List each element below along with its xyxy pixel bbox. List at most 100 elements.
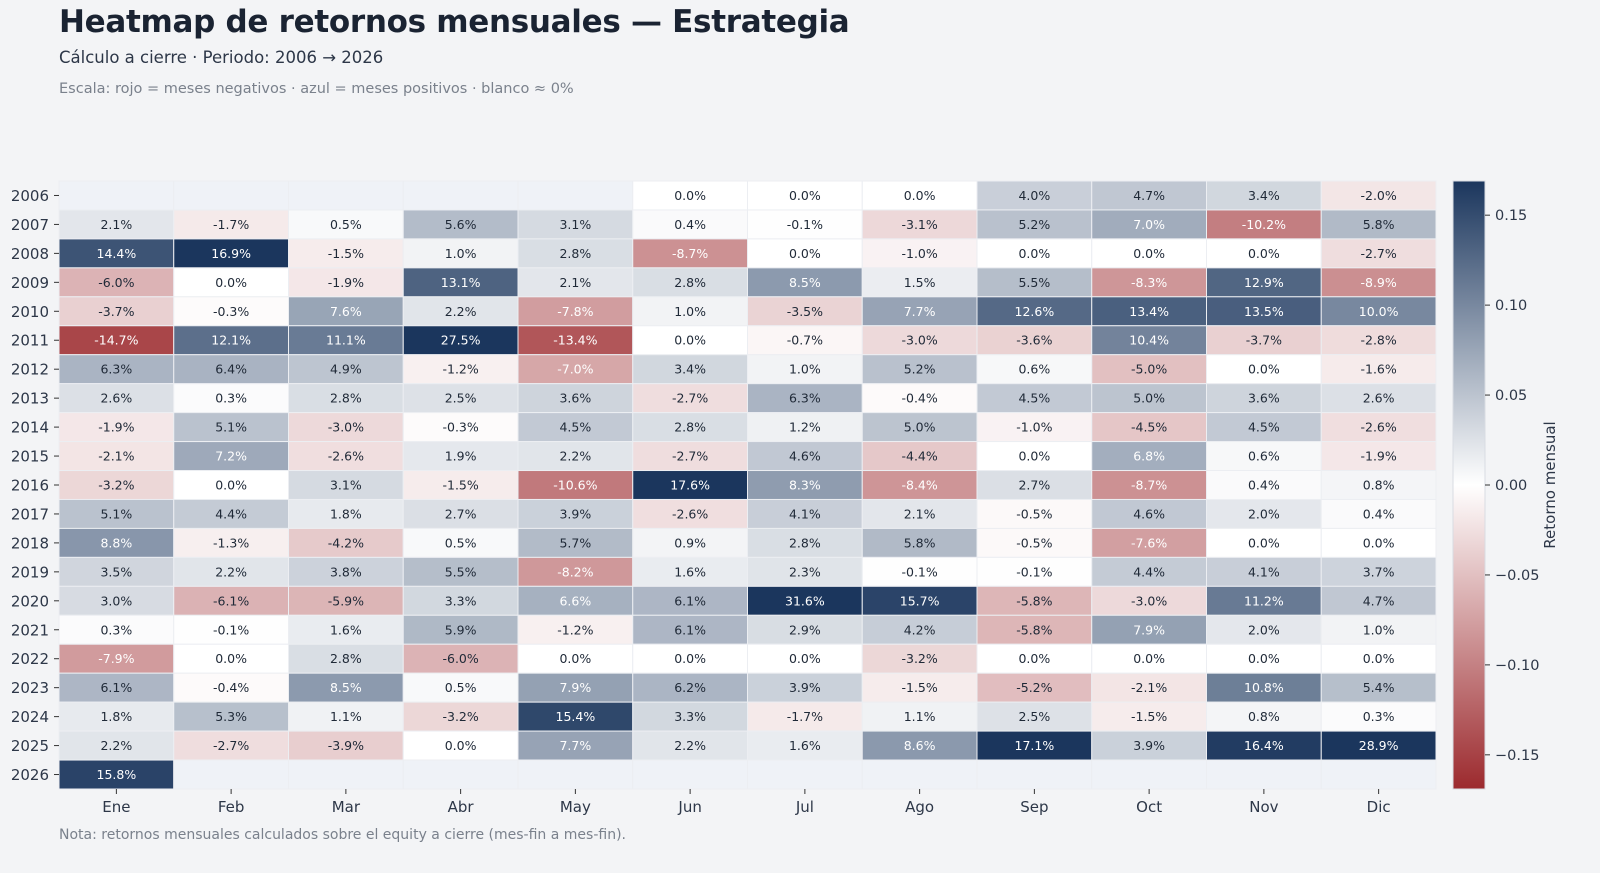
cell-label: 16.9%: [211, 246, 251, 261]
cell-label: 7.2%: [215, 449, 247, 464]
cell-label: 2.5%: [1018, 709, 1050, 724]
cell-label: 6.4%: [215, 362, 247, 377]
heatmap-cell: [747, 209, 863, 240]
heatmap-cell: [747, 730, 863, 761]
x-tick-label: Ene: [102, 798, 130, 816]
heatmap-cell: [402, 180, 519, 211]
cell-label: -8.7%: [1131, 478, 1167, 493]
cell-label: 1.0%: [1363, 622, 1395, 637]
cell-label: -7.8%: [557, 304, 593, 319]
cell-label: -2.7%: [213, 738, 249, 753]
heatmap-cell: [976, 412, 1093, 443]
cell-label: 3.7%: [1363, 564, 1395, 579]
heatmap-cell: [861, 325, 978, 356]
heatmap-cell: [976, 296, 1093, 327]
heatmap-cell: [632, 470, 748, 500]
cell-label: 13.1%: [441, 275, 481, 290]
cell-label: 2.0%: [1248, 622, 1280, 637]
y-tick-label: 2014: [11, 419, 49, 437]
cell-label: 2.3%: [789, 564, 821, 579]
cell-label: -1.7%: [213, 217, 249, 232]
heatmap-cell: [1091, 296, 1207, 327]
cell-label: 5.2%: [904, 362, 936, 377]
cell-label: 0.0%: [1248, 651, 1280, 666]
cell-label: -1.9%: [98, 420, 134, 435]
cell-label: 1.6%: [674, 564, 706, 579]
cell-label: -3.7%: [1246, 333, 1282, 348]
cell-label: 2.2%: [559, 449, 591, 464]
cell-label: 4.1%: [789, 506, 821, 521]
cell-label: -4.2%: [328, 535, 364, 550]
cell-label: -0.1%: [901, 564, 937, 579]
cell-label: 0.0%: [1133, 651, 1165, 666]
cell-label: 8.5%: [789, 275, 821, 290]
y-tick-label: 2026: [11, 766, 49, 784]
heatmap-cell: [1320, 209, 1437, 240]
heatmap-cell: [402, 238, 519, 269]
cell-label: 5.6%: [445, 217, 477, 232]
cell-label: 5.8%: [904, 535, 936, 550]
cell-label: -2.1%: [98, 449, 134, 464]
y-tick-label: 2012: [11, 361, 49, 379]
heatmap-cell: [1320, 614, 1437, 645]
heatmap-cell: [861, 470, 978, 500]
subtitle: Cálculo a cierre · Periodo: 2006 → 2026: [59, 48, 384, 67]
cell-label: 5.5%: [445, 564, 477, 579]
page-title: Heatmap de retornos mensuales — Estrateg…: [59, 4, 850, 40]
heatmap-cell: [1320, 354, 1437, 385]
cell-label: 2.2%: [215, 564, 247, 579]
cell-label: -5.2%: [1016, 680, 1052, 695]
x-tick-label: May: [560, 798, 591, 816]
y-tick-label: 2017: [11, 505, 49, 523]
cell-label: -1.5%: [1131, 709, 1167, 724]
heatmap-cell: [517, 498, 634, 529]
heatmap-cell: [288, 325, 404, 356]
cell-label: 1.9%: [445, 449, 477, 464]
heatmap-cell: [1320, 701, 1437, 732]
cell-label: -8.2%: [557, 564, 593, 579]
heatmap-cell: [632, 412, 748, 443]
cell-label: 31.6%: [785, 593, 825, 608]
heatmap-cell: [747, 180, 863, 211]
cell-label: -6.1%: [213, 593, 249, 608]
cell-label: 28.9%: [1359, 738, 1399, 753]
cell-label: 0.0%: [1133, 246, 1165, 261]
cell-label: 0.0%: [215, 651, 247, 666]
cell-label: 15.8%: [97, 767, 137, 782]
heatmap-cell: [173, 238, 289, 269]
cell-label: 7.7%: [904, 304, 936, 319]
heatmap-cell: [861, 209, 978, 240]
cell-label: 5.4%: [1363, 680, 1395, 695]
heatmap-cell: [632, 238, 748, 269]
cell-label: 2.1%: [904, 506, 936, 521]
heatmap-cell: [173, 614, 289, 645]
heatmap-cell: [288, 759, 404, 790]
heatmap-cell: [747, 614, 863, 645]
cell-label: 4.1%: [1248, 564, 1280, 579]
cell-label: -7.6%: [1131, 535, 1167, 550]
cell-label: 3.0%: [100, 593, 132, 608]
cell-label: -0.3%: [213, 304, 249, 319]
x-axis: Ene Feb Mar Abr May Jun Jul Ago Sep Oct Nov Dic: [102, 789, 1391, 816]
cell-label: 1.2%: [789, 420, 821, 435]
heatmap-cell: [976, 441, 1093, 472]
colorbar-tick-label: −0.10: [1495, 658, 1539, 674]
heatmap-cell: [632, 556, 748, 587]
heatmap-cell: [747, 759, 863, 790]
cell-label: 3.6%: [1248, 391, 1280, 406]
heatmap-cell: [1206, 383, 1322, 414]
heatmap-cell: [1320, 325, 1437, 356]
heatmap-cell: [517, 701, 634, 732]
heatmap-cell: [861, 498, 978, 529]
cell-label: 13.5%: [1244, 304, 1284, 319]
cell-label: 0.0%: [1248, 362, 1280, 377]
cell-label: 3.8%: [330, 564, 362, 579]
heatmap-cell: [288, 585, 404, 616]
cell-label: 2.8%: [559, 246, 591, 261]
cell-label: -3.2%: [442, 709, 478, 724]
y-tick-label: 2015: [11, 448, 49, 466]
cell-label: -8.7%: [672, 246, 708, 261]
y-tick-label: 2013: [11, 390, 49, 408]
heatmap-cell: [173, 701, 289, 732]
cell-label: 0.0%: [445, 738, 477, 753]
